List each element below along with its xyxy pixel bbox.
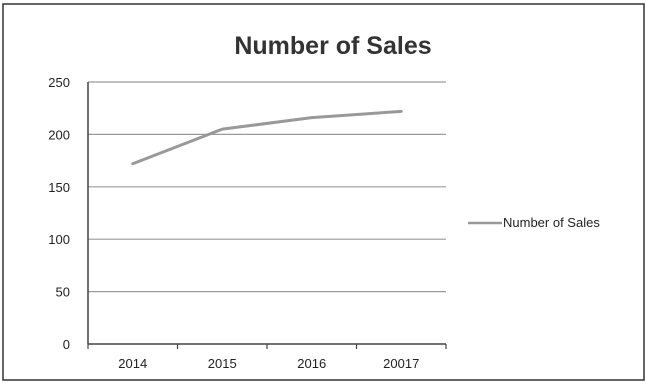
x-tick-label: 20017 bbox=[383, 356, 419, 371]
legend-label: Number of Sales bbox=[503, 215, 600, 230]
x-axis-ticks: 2014 2015 2016 20017 bbox=[87, 344, 447, 371]
x-tick-label: 2016 bbox=[297, 356, 326, 371]
series-layer bbox=[131, 109, 403, 166]
y-axis-ticks: 0 50 100 150 200 250 bbox=[48, 75, 70, 352]
x-tick-label: 2014 bbox=[118, 356, 147, 371]
y-tick-label: 250 bbox=[48, 75, 70, 90]
y-tick-label: 200 bbox=[48, 127, 70, 142]
series-line bbox=[131, 109, 403, 166]
chart-border bbox=[2, 3, 645, 381]
y-tick-label: 0 bbox=[63, 337, 70, 352]
axes bbox=[87, 82, 446, 345]
y-tick-label: 50 bbox=[56, 285, 70, 300]
gridlines bbox=[88, 81, 446, 293]
y-tick-label: 100 bbox=[48, 232, 70, 247]
chart-title: Number of Sales bbox=[234, 32, 431, 60]
legend: Number of Sales bbox=[468, 215, 600, 230]
y-tick-label: 150 bbox=[48, 180, 70, 195]
x-tick-label: 2015 bbox=[208, 356, 237, 371]
